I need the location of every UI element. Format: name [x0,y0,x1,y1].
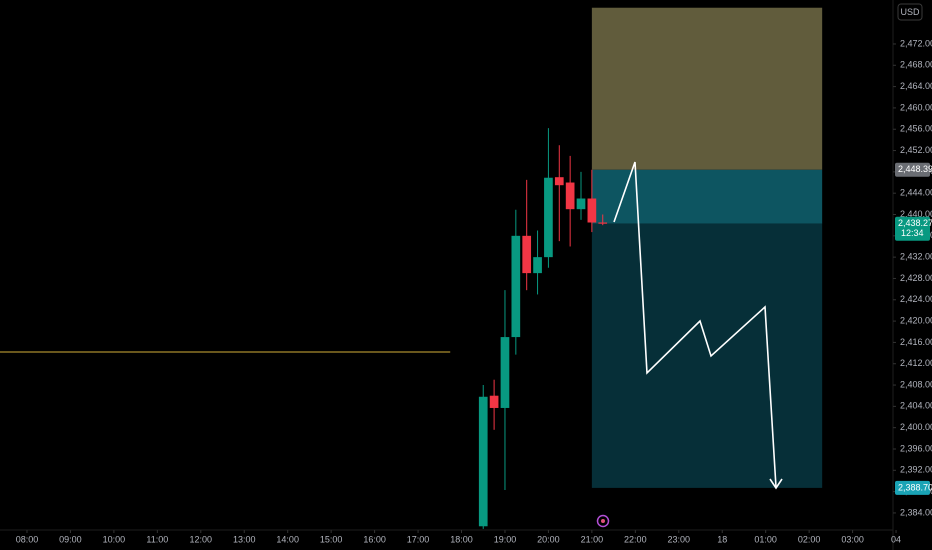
candle-body [544,177,553,258]
x-tick-label: 16:00 [363,534,386,544]
y-tick-label: 2,400.00 [900,422,932,432]
candle-body [478,396,488,527]
x-tick-label: 03:00 [841,534,864,544]
y-tick-label: 2,464.00 [900,81,932,91]
projection-path [613,161,777,488]
y-tick-label: 2,384.00 [900,507,932,517]
currency-box[interactable] [897,3,923,21]
x-tick-label: 17:00 [407,534,430,544]
reached-zone [591,169,823,224]
y-tick-label: 2,396.00 [900,443,932,453]
logo-icon [596,514,610,528]
y-tick-label: 2,408.00 [900,379,932,389]
currency: USD [900,7,920,17]
last-price-label: 2,438.27 [898,218,932,228]
x-tick-label: 13:00 [233,534,256,544]
candle-body [598,222,608,224]
projection-arrow [769,478,783,490]
y-tick-label: 2,444.00 [900,188,932,198]
y-tick-label: 2,460.00 [900,102,932,112]
y-tick-label: 2,424.00 [900,294,932,304]
y-tick-label: 2,452.00 [900,145,932,155]
candle-body [565,182,575,210]
candle-body [522,235,532,274]
x-tick-label: 15:00 [320,534,343,544]
x-tick-label: 02:00 [798,534,821,544]
x-tick-label: 09:00 [59,534,82,544]
y-tick-label: 2,440.00 [900,209,932,219]
y-tick-label: 2,404.00 [900,401,932,411]
x-tick-label: 12:00 [190,534,213,544]
x-tick-label: 04 [891,534,901,544]
entry-label-box [895,162,930,177]
y-tick-label: 2,420.00 [900,315,932,325]
candle-body [587,198,597,223]
x-tick-label: 19:00 [494,534,517,544]
y-tick-label: 2,412.00 [900,358,932,368]
candle-body [554,177,564,186]
x-tick-label: 18 [717,534,727,544]
y-tick-label: 2,392.00 [900,465,932,475]
candle-body [511,235,521,338]
x-tick-label: 23:00 [668,534,691,544]
x-tick-label: 18:00 [450,534,473,544]
target-label-box [895,480,930,495]
candle-body [500,337,510,408]
y-tick-label: 2,428.00 [900,273,932,283]
x-tick-label: 08:00 [16,534,39,544]
countdown: 12:34 [901,228,924,238]
y-tick-label: 2,472.00 [900,38,932,48]
x-tick-label: 10:00 [103,534,126,544]
y-tick-label: 2,456.00 [900,124,932,134]
candle-body [489,395,499,408]
x-tick-label: 21:00 [581,534,604,544]
candle-body [576,198,586,210]
x-tick-label: 11:00 [146,534,168,544]
target-label: 2,388.70 [898,482,932,492]
x-tick-label: 22:00 [624,534,647,544]
x-tick-label: 20:00 [537,534,560,544]
plot-area [0,7,823,529]
y-tick-label: 2,416.00 [900,337,932,347]
y-tick-label: 2,468.00 [900,60,932,70]
target-zone [591,223,823,488]
x-tick-label: 01:00 [754,534,777,544]
candle-body [533,257,542,274]
entry-label: 2,448.39 [898,164,932,174]
x-tick-label: 14:00 [276,534,299,544]
y-tick-label: 2,432.00 [900,252,932,262]
last-price-label-box [895,216,930,241]
stop-zone [591,7,823,170]
